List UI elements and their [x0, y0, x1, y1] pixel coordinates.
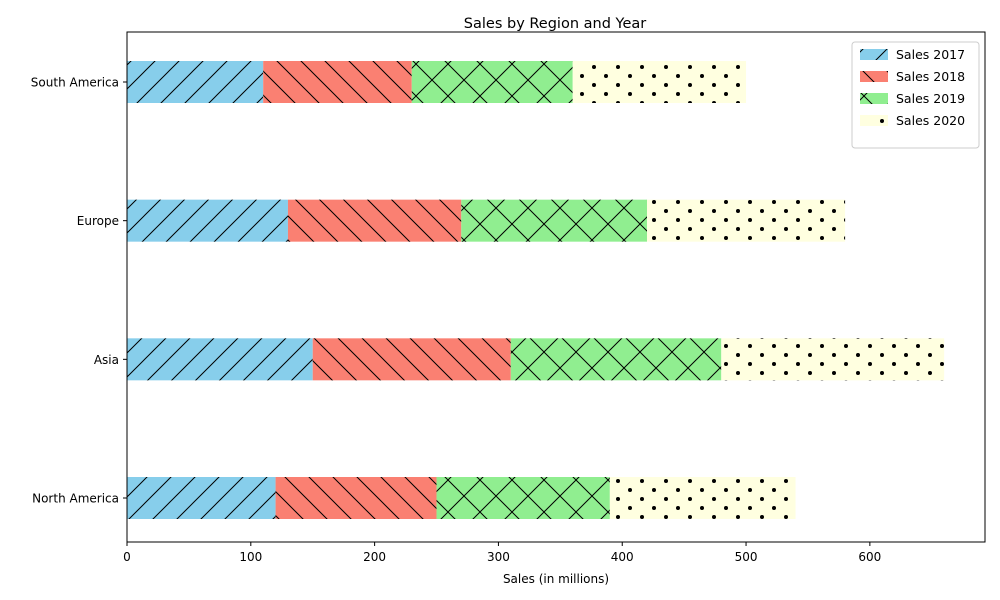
legend-item: Sales 2020: [860, 113, 965, 128]
bar-hatch: [127, 477, 276, 519]
bar-hatch: [275, 477, 437, 519]
bar-hatch: [312, 338, 511, 381]
x-tick-label: 500: [735, 550, 758, 564]
y-tick-label: North America: [32, 492, 119, 506]
bar-hatch: [287, 199, 462, 242]
chart-title: Sales by Region and Year: [464, 16, 646, 32]
x-tick-label: 0: [123, 550, 131, 564]
bar-hatch: [609, 477, 796, 519]
bar-hatch: [572, 61, 747, 103]
bar-segment: [436, 477, 610, 519]
plot-frame: [126, 31, 986, 543]
x-tick-label: 100: [239, 550, 262, 564]
bar-segment: [721, 338, 945, 381]
x-axis: 0 100 200 300 400 500 600: [123, 542, 881, 564]
bar-hatch: [127, 199, 288, 242]
bar-segment: [312, 338, 511, 381]
bar-hatch: [461, 199, 647, 242]
legend-label: Sales 2018: [896, 69, 965, 84]
bar-hatch: [411, 61, 573, 103]
bar-hatch: [127, 338, 313, 381]
legend-swatch-hatch: [860, 49, 888, 60]
legend-swatch-hatch: [860, 115, 888, 126]
bar-segment: [127, 477, 276, 519]
bar-hatch: [647, 199, 846, 242]
bar-segment: [411, 61, 573, 103]
legend: Sales 2017 Sales 2018 Sales 2019 Sales 2020: [851, 41, 980, 149]
y-axis: North America Asia Europe South America: [31, 76, 127, 506]
legend-label: Sales 2017: [896, 47, 965, 62]
y-tick-label: Asia: [94, 353, 119, 367]
bar-segment: [461, 199, 647, 242]
x-tick-label: 200: [363, 550, 386, 564]
bar-segment: [127, 338, 313, 381]
y-tick-label: South America: [31, 76, 119, 90]
plot-area: [127, 61, 945, 519]
bar-segment: [609, 477, 796, 519]
legend-swatch-hatch: [860, 71, 888, 82]
bar-hatch: [127, 61, 264, 103]
legend-label: Sales 2019: [896, 91, 965, 106]
bar-hatch: [510, 338, 722, 381]
bar-segment: [263, 61, 412, 103]
legend-item: Sales 2017: [860, 47, 965, 62]
bar-hatch: [436, 477, 610, 519]
legend-item: Sales 2019: [860, 91, 965, 106]
y-tick-label: Europe: [77, 214, 119, 228]
bar-segment: [127, 61, 264, 103]
legend-swatch-hatch: [860, 93, 888, 104]
bar-segment: [572, 61, 747, 103]
legend-label: Sales 2020: [896, 113, 965, 128]
x-tick-label: 400: [611, 550, 634, 564]
bar-segment: [647, 199, 846, 242]
legend-item: Sales 2018: [860, 69, 965, 84]
x-tick-label: 600: [858, 550, 881, 564]
bar-hatch: [263, 61, 412, 103]
bar-segment: [510, 338, 722, 381]
bar-segment: [287, 199, 462, 242]
bar-segment: [127, 199, 288, 242]
x-axis-label: Sales (in millions): [503, 572, 609, 586]
x-tick-label: 300: [487, 550, 510, 564]
bar-segment: [275, 477, 437, 519]
bar-hatch: [721, 338, 945, 381]
